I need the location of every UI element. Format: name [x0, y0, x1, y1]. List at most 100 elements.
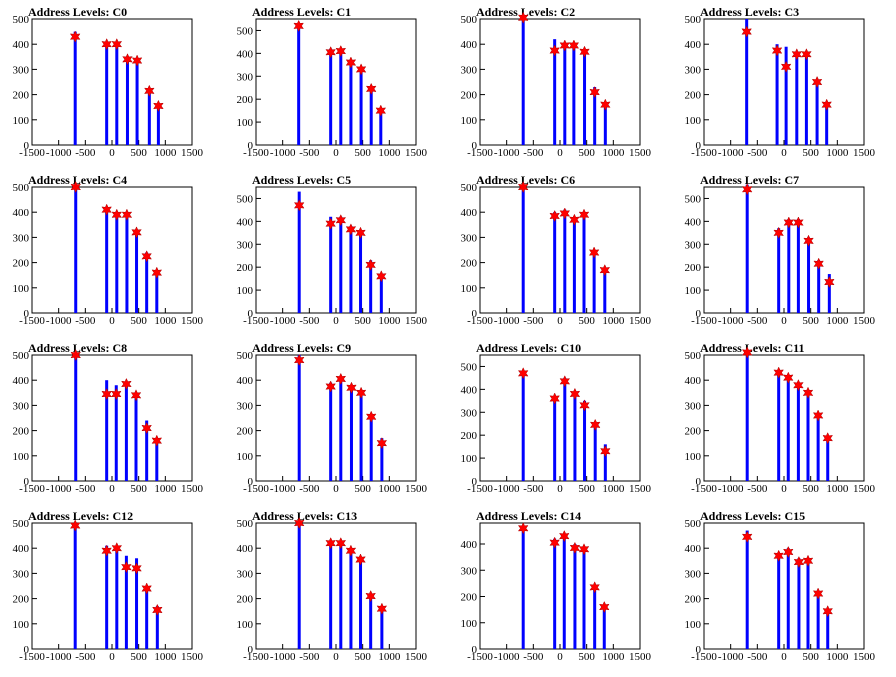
peak-marker — [793, 556, 805, 569]
histogram-bar — [521, 371, 525, 481]
plot-frame — [255, 18, 417, 146]
x-tick-label: 500 — [578, 315, 595, 327]
plot-frame — [703, 18, 865, 146]
peak-marker — [346, 381, 357, 394]
histogram-bar — [329, 48, 333, 146]
x-tick-label: 0 — [333, 651, 339, 663]
peak-marker — [559, 375, 571, 388]
y-tick-label: 400 — [461, 39, 478, 51]
chart-title: Address Levels: C13 — [252, 509, 357, 523]
peak-marker — [365, 589, 376, 603]
histogram-bar — [826, 435, 830, 481]
peak-marker — [549, 392, 560, 405]
x-tick-label: -1500 — [243, 483, 269, 495]
peak-marker — [579, 399, 590, 412]
peak-marker — [131, 226, 142, 239]
peak-marker — [293, 19, 304, 33]
x-tick-label: 0 — [781, 651, 787, 663]
histogram-bar — [297, 23, 301, 145]
x-tick-label: 500 — [578, 483, 595, 495]
y-tick-label: 300 — [461, 407, 478, 419]
y-tick-label: 400 — [685, 375, 702, 387]
peak-marker — [780, 60, 792, 74]
peak-marker — [110, 388, 122, 401]
peak-marker — [578, 208, 590, 221]
histogram-bar — [147, 89, 151, 145]
x-tick-label: -1500 — [467, 315, 493, 327]
peak-marker — [325, 217, 336, 230]
peak-marker — [569, 213, 580, 226]
peak-marker — [517, 11, 529, 24]
y-tick-label: 400 — [685, 39, 702, 51]
chart-title: Address Levels: C8 — [28, 341, 127, 355]
x-tick-label: 1500 — [405, 315, 428, 327]
chart-panel-c5: Address Levels: C55004003002001000-1500-… — [237, 173, 428, 327]
x-tick-label: 0 — [109, 483, 115, 495]
histogram-bar — [796, 382, 800, 481]
x-tick-label: 1500 — [629, 147, 652, 159]
x-tick-label: -500 — [299, 651, 320, 663]
x-tick-label: -500 — [299, 147, 320, 159]
x-tick-label: 1500 — [629, 483, 652, 495]
x-tick-label: -1000 — [270, 315, 296, 327]
x-tick-label: 500 — [578, 147, 595, 159]
y-tick-label: 0 — [696, 644, 702, 656]
y-tick-label: 500 — [685, 518, 702, 530]
chart-panel-c12: Address Levels: C125004003002001000-1500… — [13, 509, 204, 663]
y-tick-label: 500 — [461, 14, 478, 26]
x-tick-label: -1000 — [46, 483, 72, 495]
x-tick-label: 0 — [557, 483, 563, 495]
peak-marker — [70, 180, 82, 194]
y-tick-label: 200 — [685, 262, 702, 274]
peak-marker — [741, 25, 752, 38]
y-tick-label: 200 — [685, 90, 702, 102]
y-tick-label: 400 — [461, 384, 478, 396]
y-tick-label: 400 — [13, 543, 30, 555]
y-tick-label: 200 — [237, 262, 254, 274]
x-tick-label: -1000 — [46, 147, 72, 159]
peak-marker — [600, 445, 611, 458]
histogram-bar — [572, 44, 576, 146]
x-tick-label: -1000 — [270, 651, 296, 663]
peak-marker — [578, 543, 590, 556]
histogram-bar — [359, 230, 363, 313]
x-tick-label: 1000 — [154, 651, 177, 663]
peak-marker — [549, 44, 560, 57]
histogram-bar — [115, 545, 119, 649]
histogram-bar — [369, 87, 373, 145]
histogram-bar — [583, 400, 587, 481]
peak-marker — [559, 207, 571, 220]
histogram-bar — [379, 274, 383, 313]
y-tick-label: 500 — [237, 25, 254, 37]
x-tick-label: 500 — [130, 315, 147, 327]
y-tick-label: 100 — [13, 283, 30, 295]
chart-panel-c4: Address Levels: C45004003002001000-1500-… — [13, 173, 204, 327]
histogram-bar — [359, 67, 363, 145]
y-tick-label: 0 — [248, 644, 254, 656]
chart-title: Address Levels: C1 — [252, 5, 351, 19]
peak-marker — [355, 386, 367, 399]
x-tick-label: 1500 — [853, 147, 876, 159]
histogram-bar — [155, 606, 159, 649]
peak-marker — [325, 537, 336, 550]
histogram-bar — [583, 49, 587, 145]
plot-frame — [255, 186, 417, 314]
y-tick-label: 300 — [13, 568, 30, 580]
histogram-bar — [329, 382, 333, 481]
y-tick-label: 0 — [696, 140, 702, 152]
y-tick-label: 200 — [237, 426, 254, 438]
peak-marker — [824, 276, 835, 289]
histogram-bar — [804, 51, 808, 146]
peak-marker — [121, 377, 132, 391]
histogram-bar — [553, 212, 557, 313]
histogram-bar — [573, 391, 577, 481]
peak-marker — [355, 553, 366, 566]
histogram-bar — [380, 438, 384, 481]
x-tick-label: -500 — [523, 483, 544, 495]
y-tick-label: 0 — [696, 308, 702, 320]
histogram-bar — [297, 355, 301, 481]
x-tick-label: 0 — [781, 483, 787, 495]
chart-title: Address Levels: C6 — [476, 173, 575, 187]
